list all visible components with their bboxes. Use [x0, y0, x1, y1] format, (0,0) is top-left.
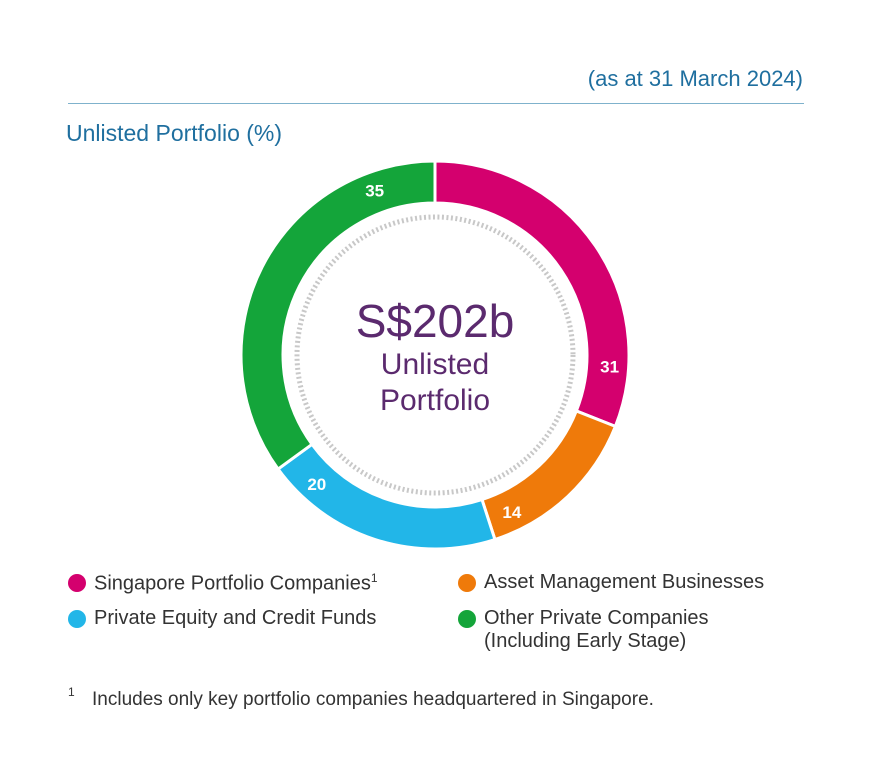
slice-label-other: 35 [365, 182, 384, 201]
legend-dot-private-equity [68, 610, 86, 628]
legend-dot-singapore [68, 574, 86, 592]
slice-other [239, 159, 437, 472]
legend-label-singapore: Singapore Portfolio Companies1 [94, 571, 378, 595]
legend-label-other: Other Private Companies (Including Early… [484, 607, 709, 653]
legend-dot-other [458, 610, 476, 628]
legend-item-private-equity: Private Equity and Credit Funds [68, 607, 376, 630]
footnote-mark: 1 [68, 685, 75, 699]
slice-label-singapore: 31 [600, 357, 619, 376]
legend-label-private-equity: Private Equity and Credit Funds [94, 607, 377, 629]
inner-dotted-ring [294, 214, 576, 496]
slice-labels: 31 14 20 35 [307, 182, 619, 522]
center-line-2: Portfolio [380, 384, 490, 417]
slice-private-equity [275, 442, 497, 551]
legend-dot-asset [458, 574, 476, 592]
legend-label-asset: Asset Management Businesses [484, 571, 765, 593]
legend-label-other-line1: Other Private Companies [484, 607, 709, 629]
center-amount: S$202b [356, 295, 515, 347]
footnote-text: Includes only key portfolio companies he… [92, 689, 654, 710]
as-at-date: (as at 31 March 2024) [587, 66, 803, 91]
donut-slices [239, 159, 631, 551]
legend-footnote-mark: 1 [370, 571, 378, 585]
legend-label-other-line2: (Including Early Stage) [484, 630, 687, 652]
slice-label-private-equity: 20 [307, 475, 326, 494]
center-line-1: Unlisted [381, 348, 489, 381]
slice-label-asset: 14 [502, 503, 521, 522]
legend-item-other: Other Private Companies (Including Early… [458, 607, 709, 653]
chart-title: Unlisted Portfolio (%) [66, 120, 283, 146]
legend-item-asset: Asset Management Businesses [458, 571, 764, 594]
legend-item-singapore: Singapore Portfolio Companies1 [68, 571, 378, 596]
header-rule [68, 103, 804, 104]
